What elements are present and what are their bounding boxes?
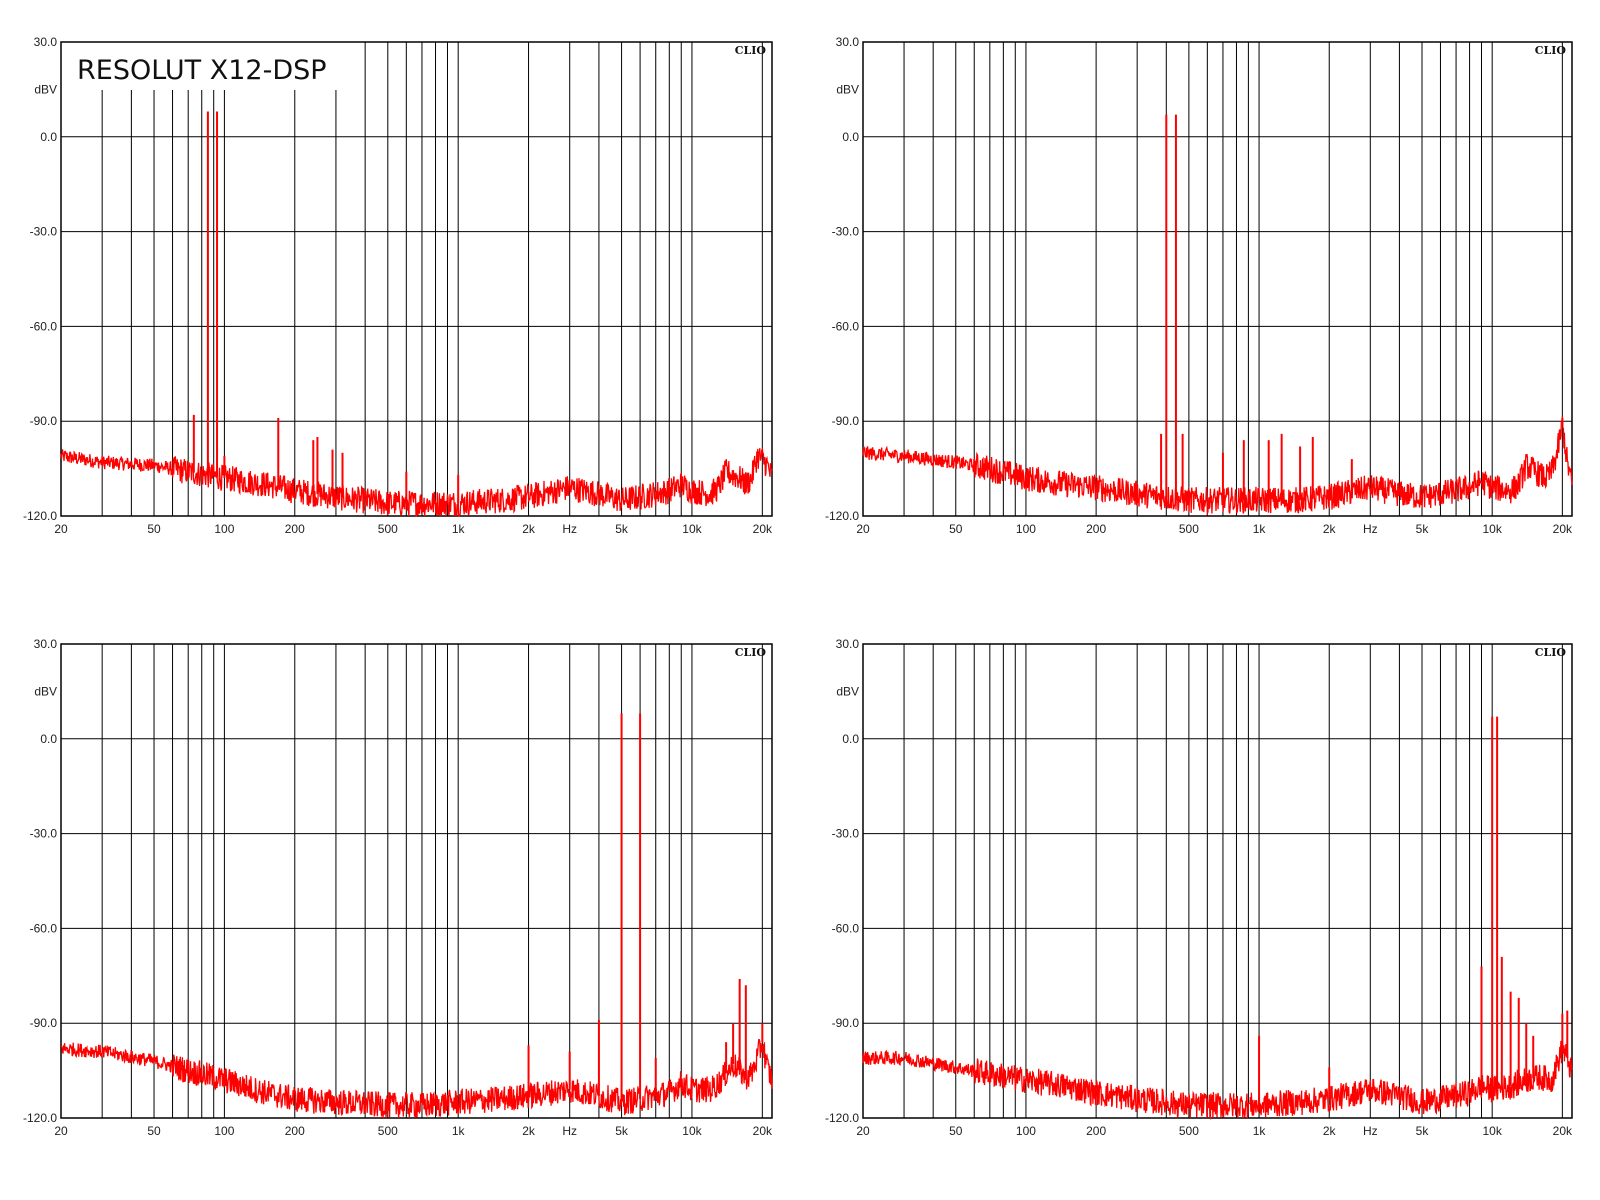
y-tick-label: -90.0 [30, 414, 58, 428]
x-tick-label: 100 [1016, 1124, 1036, 1138]
x-tick-label: 200 [285, 1124, 305, 1138]
vertical-gridlines [101, 42, 763, 516]
spectrum-panel-1: 30.0 0.0 -30.0 -60.0 -90.0 -120.0 dBV 20 50 100 20… [23, 35, 773, 536]
x-tick-label: 500 [1179, 1124, 1199, 1138]
clio-brand-label: CLIO [1535, 646, 1567, 659]
spectrum-panel-2: 30.0 0.0 -30.0 -60.0 -90.0 -120.0 dBV 20 50 100 20… [825, 35, 1573, 536]
clio-brand-label: CLIO [735, 44, 767, 57]
x-tick-label: 2k [1323, 1124, 1337, 1138]
y-tick-label: -60.0 [30, 319, 58, 333]
y-tick-label: 0.0 [842, 130, 859, 144]
plot-frame [60, 643, 773, 1119]
y-unit-label: dBV [34, 684, 57, 698]
y-tick-label: -60.0 [30, 921, 58, 935]
y-tick-label: 30.0 [836, 637, 860, 651]
x-tick-label: 500 [1179, 522, 1199, 536]
x-tick-label: 2k [522, 522, 536, 536]
x-tick-label: 5k [615, 1124, 629, 1138]
y-tick-label: -30.0 [30, 225, 58, 239]
clio-brand-label: CLIO [1535, 44, 1567, 57]
spectrum-panel-4: 30.0 0.0 -30.0 -60.0 -90.0 -120.0 dBV 20 50 100 20… [825, 637, 1573, 1138]
x-tick-label: 20 [856, 1124, 870, 1138]
x-tick-label: 5k [1416, 522, 1430, 536]
x-unit-label: Hz [1363, 1124, 1378, 1138]
noise-trace [60, 1038, 773, 1119]
x-tick-label: 200 [285, 522, 305, 536]
x-tick-label: 20 [54, 522, 68, 536]
x-tick-label: 10k [682, 522, 702, 536]
x-tick-label: 200 [1086, 1124, 1106, 1138]
noise-trace [60, 446, 773, 517]
x-tick-label: 100 [1016, 522, 1036, 536]
x-tick-label: 20k [1553, 1124, 1573, 1138]
x-unit-label: Hz [562, 522, 577, 536]
y-tick-label: -30.0 [832, 225, 860, 239]
y-tick-label: -120.0 [825, 1111, 859, 1125]
x-tick-label: 2k [522, 1124, 536, 1138]
x-tick-label: 20k [753, 1124, 773, 1138]
x-tick-label: 200 [1086, 522, 1106, 536]
x-tick-label: 50 [949, 1124, 963, 1138]
y-tick-label: 30.0 [836, 35, 860, 49]
y-tick-label: -120.0 [23, 1111, 57, 1125]
x-tick-label: 50 [147, 522, 161, 536]
title-background [64, 45, 346, 90]
x-tick-label: 50 [147, 1124, 161, 1138]
x-tick-label: 1k [1253, 522, 1267, 536]
x-tick-label: 2k [1323, 522, 1337, 536]
spectral-peaks [1258, 716, 1569, 1106]
y-tick-label: -60.0 [832, 319, 860, 333]
spectral-peaks [527, 713, 764, 1103]
x-tick-label: 1k [452, 522, 466, 536]
x-tick-label: 5k [1416, 1124, 1430, 1138]
x-tick-label: 20k [753, 522, 773, 536]
y-tick-label: 0.0 [842, 732, 859, 746]
spectral-peaks [1160, 114, 1564, 501]
noise-trace [862, 416, 1573, 516]
y-unit-label: dBV [836, 82, 859, 96]
x-tick-label: 10k [682, 1124, 702, 1138]
x-tick-label: 100 [214, 1124, 234, 1138]
y-unit-label: dBV [836, 684, 859, 698]
x-tick-label: 20k [1553, 522, 1573, 536]
noise-trace [862, 1040, 1573, 1121]
x-tick-label: 100 [214, 522, 234, 536]
y-tick-label: -30.0 [30, 827, 58, 841]
y-tick-label: -90.0 [832, 1016, 860, 1030]
chart-title: RESOLUT X12-DSP [77, 55, 327, 86]
y-unit-label: dBV [34, 82, 57, 96]
y-tick-label: 30.0 [34, 637, 58, 651]
x-tick-label: 1k [1253, 1124, 1267, 1138]
y-tick-label: -120.0 [825, 509, 859, 523]
x-tick-label: 10k [1482, 522, 1502, 536]
y-tick-label: -90.0 [30, 1016, 58, 1030]
spectrum-panel-3: 30.0 0.0 -30.0 -60.0 -90.0 -120.0 dBV 20 50 100 20… [23, 637, 773, 1138]
x-tick-label: 5k [615, 522, 629, 536]
plot-frame [862, 41, 1573, 517]
x-unit-label: Hz [562, 1124, 577, 1138]
y-tick-label: -30.0 [832, 827, 860, 841]
vertical-gridlines [903, 42, 1563, 516]
clio-brand-label: CLIO [735, 646, 767, 659]
y-tick-label: 30.0 [34, 35, 58, 49]
y-tick-label: 0.0 [40, 130, 57, 144]
y-tick-label: 0.0 [40, 732, 57, 746]
spectral-peaks [192, 111, 460, 504]
x-tick-label: 50 [949, 522, 963, 536]
x-tick-label: 20 [856, 522, 870, 536]
plot-frame [862, 643, 1573, 1119]
x-tick-label: 500 [378, 1124, 398, 1138]
x-tick-label: 500 [378, 522, 398, 536]
y-tick-label: -120.0 [23, 509, 57, 523]
x-unit-label: Hz [1363, 522, 1378, 536]
x-tick-label: 20 [54, 1124, 68, 1138]
y-tick-label: -60.0 [832, 921, 860, 935]
y-tick-label: -90.0 [832, 414, 860, 428]
x-tick-label: 10k [1482, 1124, 1502, 1138]
x-tick-label: 1k [452, 1124, 466, 1138]
